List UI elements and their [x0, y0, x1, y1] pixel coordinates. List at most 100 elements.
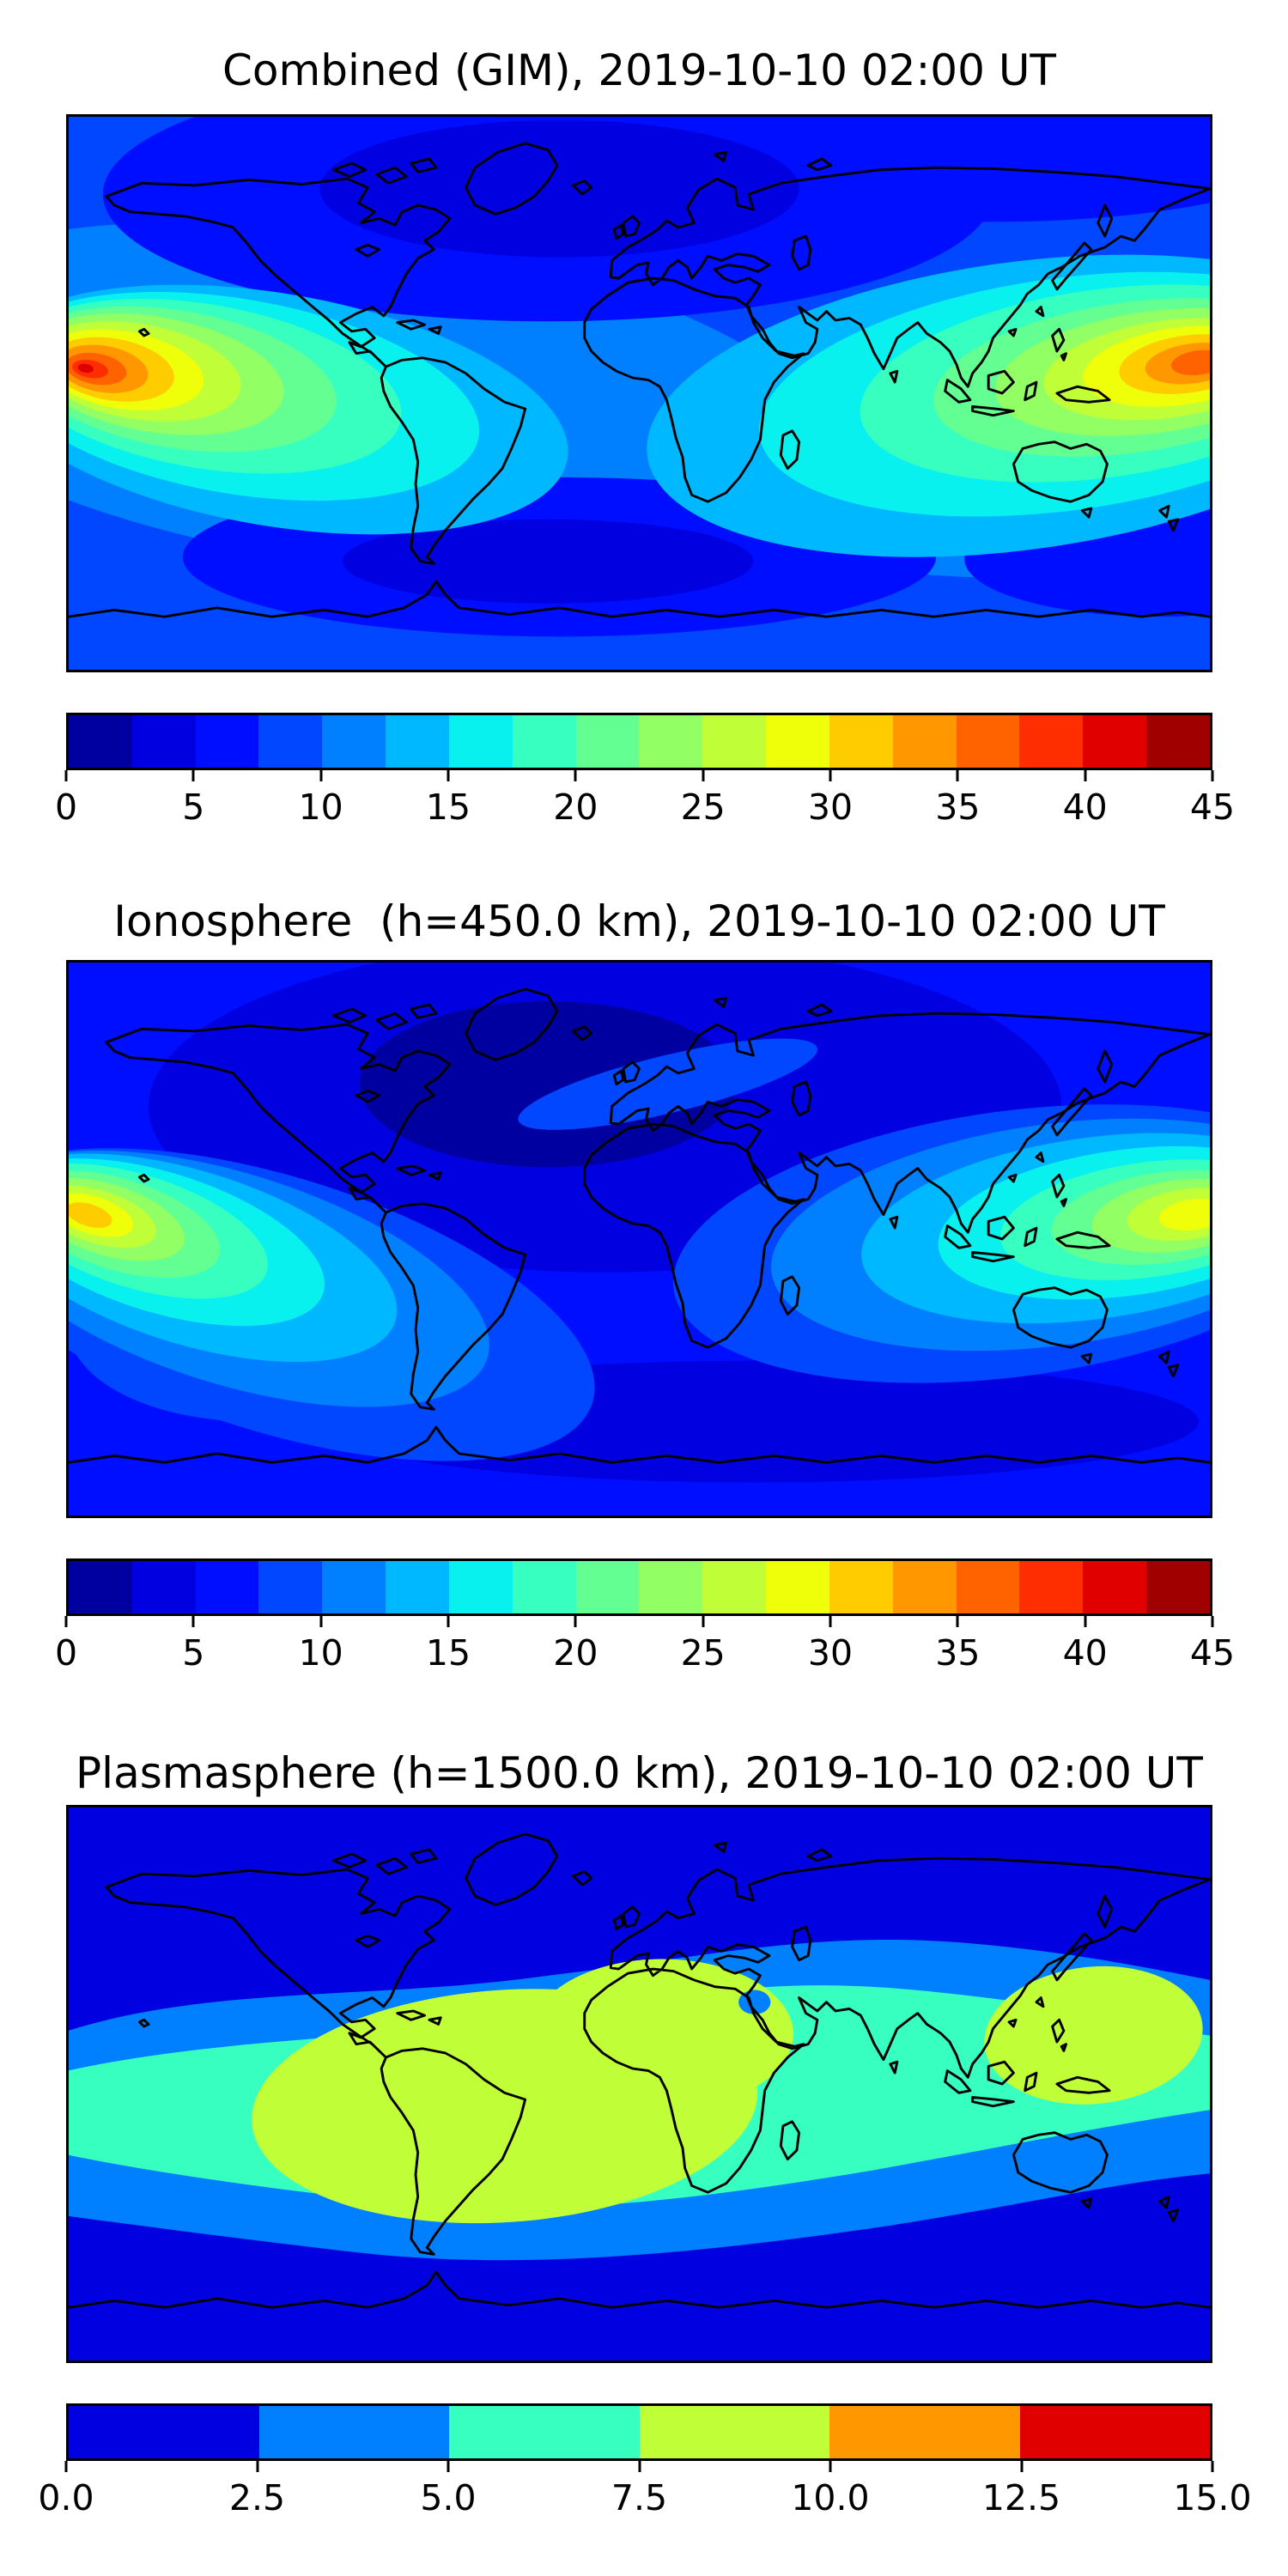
panel2-contour-plot [69, 963, 1210, 1516]
colorbar-tick-mark [829, 2461, 832, 2472]
colorbar-segment [575, 1561, 640, 1613]
colorbar-tick-mark [319, 1616, 323, 1627]
panel2-colorbar-labels: 0 5 10 15 20 25 30 35 40 45 [55, 1632, 1235, 1679]
colorbar-tick-label: 0.0 [38, 2477, 94, 2518]
colorbar-segment [322, 715, 386, 768]
colorbar-tick-mark [319, 770, 323, 781]
colorbar-tick-mark [1211, 770, 1214, 781]
colorbar-tick-label: 25 [680, 787, 726, 828]
panel1-colorbar-ticks [64, 770, 1214, 782]
colorbar-segment [131, 1561, 196, 1613]
colorbar-tick-mark [447, 2461, 450, 2472]
colorbar-tick-mark [638, 2461, 641, 2472]
colorbar-tick-label: 15.0 [1173, 2477, 1252, 2518]
colorbar-tick-label: 20 [553, 1632, 598, 1674]
panel2-colorbar [66, 1558, 1212, 1616]
panel1-contour-plot [69, 117, 1210, 670]
colorbar-segment [512, 1561, 576, 1613]
panel3-map-plasmasphere [66, 1805, 1212, 2363]
colorbar-tick-label: 40 [1062, 1632, 1108, 1674]
colorbar-tick-mark [64, 770, 68, 781]
colorbar-tick-label: 12.5 [981, 2477, 1061, 2518]
colorbar-segment [512, 715, 576, 768]
colorbar-tick-mark [191, 770, 195, 781]
panel1-colorbar-labels: 0 5 10 15 20 25 30 35 40 45 [55, 787, 1235, 833]
panel3-colorbar-ticks [64, 2461, 1214, 2473]
colorbar-tick-label: 20 [553, 787, 598, 828]
colorbar-segment [639, 2406, 829, 2458]
colorbar-tick-mark [447, 770, 450, 781]
colorbar-tick-label: 30 [807, 787, 854, 828]
colorbar-segment [69, 715, 132, 768]
map2-contour-fills [69, 963, 1210, 1483]
colorbar-tick-mark [829, 1616, 832, 1627]
panel2-title: Ionosphere (h=450.0 km), 2019-10-10 02:0… [113, 896, 1165, 946]
panel3-colorbar [66, 2403, 1212, 2461]
colorbar-segment [69, 1561, 132, 1613]
colorbar-segment [1146, 1561, 1210, 1613]
colorbar-tick-label: 15 [425, 787, 471, 828]
colorbar-segment [829, 715, 893, 768]
colorbar-tick-mark [574, 1616, 577, 1627]
colorbar-segment [956, 1561, 1020, 1613]
colorbar-tick-label: 5 [182, 1632, 205, 1674]
colorbar-segment [702, 1561, 767, 1613]
colorbar-tick-label: 45 [1189, 787, 1236, 828]
panel2-colorbar-ticks [64, 1616, 1214, 1628]
colorbar-segment [195, 1561, 259, 1613]
colorbar-tick-label: 25 [680, 1632, 726, 1674]
colorbar-segment [258, 1561, 323, 1613]
colorbar-segment [829, 2406, 1020, 2458]
panel3-colorbar-labels: 0.0 2.5 5.0 7.5 10.0 12.5 15.0 [38, 2477, 1251, 2524]
colorbar-tick-mark [191, 1616, 195, 1627]
panel2-map-ionosphere [66, 960, 1212, 1518]
colorbar-segment [829, 1561, 893, 1613]
colorbar-tick-label: 5.0 [420, 2477, 477, 2518]
colorbar-tick-label: 0 [54, 1632, 78, 1674]
colorbar-tick-mark [702, 1616, 705, 1627]
map1-contour-fills [69, 117, 1210, 637]
colorbar-tick-mark [829, 770, 832, 781]
colorbar-segment [1019, 1561, 1084, 1613]
colorbar-tick-label: 7.5 [611, 2477, 668, 2518]
colorbar-tick-mark [956, 770, 959, 781]
colorbar-tick-label: 45 [1189, 1632, 1236, 1674]
colorbar-segment [258, 2406, 449, 2458]
panel1-map-combined-gim [66, 114, 1212, 672]
colorbar-tick-mark [1211, 2461, 1214, 2472]
colorbar-segment [195, 715, 259, 768]
colorbar-segment [892, 715, 957, 768]
colorbar-segment [386, 1561, 449, 1613]
colorbar-segment [1019, 715, 1084, 768]
colorbar-tick-label: 35 [935, 1632, 981, 1674]
colorbar-tick-mark [1211, 1616, 1214, 1627]
colorbar-segment [258, 715, 323, 768]
colorbar-tick-mark [64, 2461, 68, 2472]
colorbar-segment [1146, 715, 1210, 768]
colorbar-segment [892, 1561, 957, 1613]
colorbar-tick-mark [256, 2461, 258, 2472]
panel3-contour-plot [69, 1807, 1210, 2360]
colorbar-tick-label: 30 [807, 1632, 854, 1674]
panel1-title: Combined (GIM), 2019-10-10 02:00 UT [222, 46, 1056, 95]
colorbar-segment [639, 1561, 703, 1613]
colorbar-segment [1019, 2406, 1210, 2458]
colorbar-tick-label: 10.0 [791, 2477, 870, 2518]
colorbar-tick-mark [702, 770, 705, 781]
colorbar-segment [449, 2406, 640, 2458]
colorbar-segment [702, 715, 767, 768]
colorbar-segment [1083, 715, 1147, 768]
colorbar-segment [131, 715, 196, 768]
colorbar-tick-label: 35 [935, 787, 981, 828]
colorbar-tick-label: 10 [298, 787, 343, 828]
colorbar-tick-label: 5 [182, 787, 205, 828]
colorbar-tick-mark [1084, 770, 1087, 781]
colorbar-tick-mark [956, 1616, 959, 1627]
colorbar-segment [448, 715, 513, 768]
colorbar-segment [69, 2406, 259, 2458]
colorbar-tick-label: 40 [1062, 787, 1108, 828]
colorbar-segment [766, 1561, 829, 1613]
colorbar-tick-mark [447, 1616, 450, 1627]
colorbar-segment [956, 715, 1020, 768]
colorbar-tick-mark [574, 770, 577, 781]
